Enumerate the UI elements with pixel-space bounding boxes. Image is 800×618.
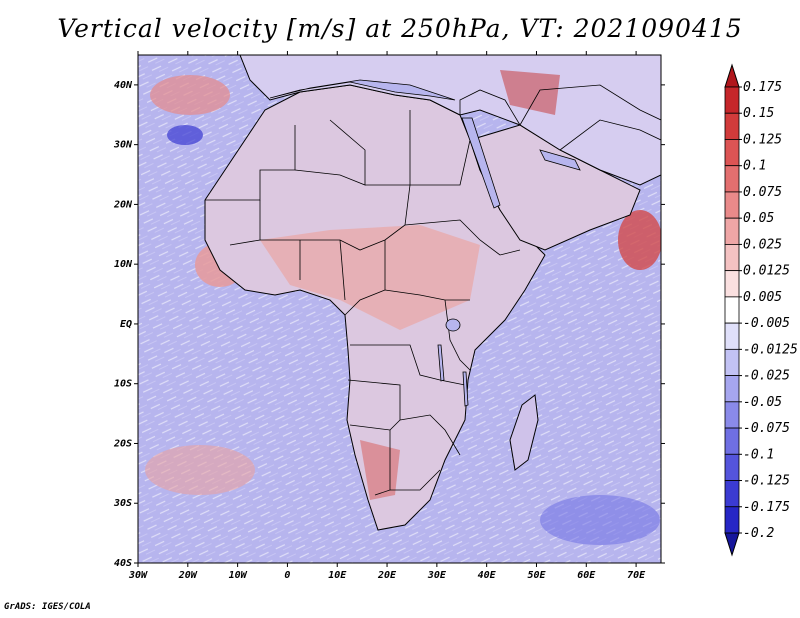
colorbar-label: 0.05 — [743, 211, 774, 226]
colorbar-segment — [724, 217, 740, 245]
colorbar-segment — [724, 427, 740, 455]
lat-label: 40S — [114, 558, 132, 569]
colorbar-label: 0.0125 — [743, 264, 790, 279]
colorbar-label: 0.025 — [743, 237, 782, 252]
lon-label: 20W — [178, 570, 198, 581]
ascent-region-arabian-sea — [618, 210, 661, 270]
mediterranean-sea — [269, 79, 456, 101]
colorbar-segment — [724, 270, 740, 298]
axis-ticks — [134, 51, 665, 567]
lake-malawi — [462, 371, 469, 407]
madagascar — [509, 394, 539, 471]
longitude-labels: 30W 20W 10W 0 10E 20E 30E 40E 50E 60E 70E — [128, 570, 646, 581]
colorbar-label: -0.175 — [743, 500, 790, 515]
lon-label: 40E — [478, 570, 497, 581]
lat-label: 20S — [113, 438, 132, 449]
colorbar-segment — [724, 322, 740, 350]
colorbar-label: 0.125 — [743, 132, 782, 147]
africa-convection-band — [260, 225, 480, 330]
descent-region-indian-ocean — [540, 495, 660, 545]
red-sea — [461, 117, 501, 209]
colorbar-label: 0.15 — [743, 106, 774, 121]
lake-tanganyika — [437, 344, 445, 382]
colorbar-segment — [724, 165, 740, 193]
lon-label: 70E — [627, 570, 646, 581]
lon-label: 60E — [577, 570, 596, 581]
colorbar-label: -0.2 — [743, 526, 774, 541]
colorbar-label: -0.0125 — [743, 342, 798, 357]
colorbar-segment — [724, 191, 740, 219]
colorbar-bottom-triangle — [724, 532, 740, 557]
colorbar-label: -0.1 — [743, 447, 774, 462]
map-panel — [138, 55, 661, 563]
lake-victoria — [445, 318, 461, 332]
colorbar-segment — [724, 139, 740, 167]
lon-label: 50E — [527, 570, 546, 581]
colorbar-label: 0.175 — [743, 80, 782, 95]
latitude-labels: 40N 30N 20N 10N EQ 10S 20S 30S 40S — [113, 80, 133, 569]
colorbar-segment — [724, 112, 740, 140]
colorbar-segment — [724, 453, 740, 481]
lon-label: 20E — [377, 570, 397, 581]
lat-label: 10S — [114, 379, 132, 390]
colorbar-label: 0.075 — [743, 185, 782, 200]
lat-label: 30N — [113, 140, 133, 151]
chart-title: Vertical velocity [m/s] at 250hPa, VT: 2… — [57, 14, 743, 43]
ascent-region-north-atlantic — [150, 75, 230, 115]
colorbar-segment — [724, 348, 740, 376]
colorbar-segment — [724, 375, 740, 403]
lon-label: 0 — [284, 570, 290, 581]
iran-ascent — [500, 70, 560, 115]
colorbar: 0.175 0.15 0.125 0.1 0.075 0.05 0.025 0.0125 0.0… — [724, 63, 798, 557]
lat-label: 20N — [113, 199, 133, 210]
lon-label: 30W — [128, 570, 148, 581]
colorbar-label: -0.05 — [743, 395, 782, 410]
colorbar-segment — [724, 506, 740, 534]
colorbar-label: -0.125 — [743, 474, 790, 489]
grads-credit: GrADS: IGES/COLA — [4, 602, 91, 612]
country-borders — [205, 84, 661, 496]
lon-label: 10E — [328, 570, 347, 581]
colorbar-label: 0.1 — [743, 159, 766, 174]
colorbar-segment — [724, 86, 740, 114]
colorbar-label: -0.075 — [743, 421, 790, 436]
map-frame — [137, 54, 662, 564]
colorbar-top-triangle — [724, 63, 740, 88]
lat-label: 30S — [113, 498, 132, 509]
colorbar-label: -0.005 — [743, 316, 790, 331]
lon-label: 30E — [427, 570, 447, 581]
colorbar-label: -0.025 — [743, 369, 790, 384]
colorbar-segment — [724, 296, 740, 324]
lat-label: 40N — [114, 80, 133, 91]
colorbar-segment — [724, 480, 740, 508]
descent-region-north-atlantic — [167, 125, 203, 145]
colorbar-segment — [724, 244, 740, 272]
ascent-region-south-atlantic — [145, 445, 255, 495]
colorbar-label: 0.005 — [743, 290, 782, 305]
persian-gulf — [539, 149, 581, 171]
colorbar-segment — [724, 401, 740, 429]
lon-label: 10W — [229, 570, 248, 581]
lat-label: 10N — [114, 259, 133, 270]
lat-label: EQ — [120, 319, 132, 330]
